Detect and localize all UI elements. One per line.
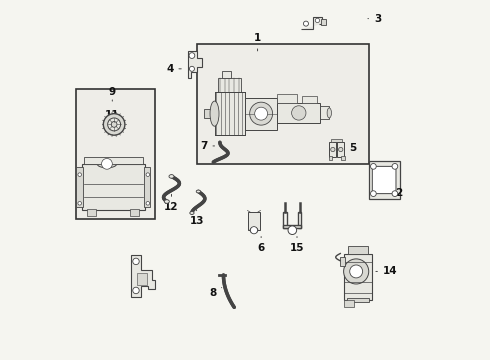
Bar	[137, 273, 147, 285]
Text: 6: 6	[258, 237, 265, 253]
Circle shape	[250, 226, 258, 234]
Text: 15: 15	[290, 237, 304, 253]
Circle shape	[108, 118, 121, 131]
Circle shape	[78, 202, 81, 205]
Text: 14: 14	[376, 266, 397, 276]
Bar	[277, 103, 320, 123]
Text: 5: 5	[343, 143, 356, 153]
Bar	[347, 298, 368, 302]
Circle shape	[78, 173, 81, 176]
Circle shape	[250, 102, 272, 125]
Circle shape	[146, 173, 149, 176]
Bar	[329, 142, 337, 157]
FancyBboxPatch shape	[369, 161, 399, 199]
Bar	[215, 92, 245, 135]
Bar	[320, 107, 329, 119]
Bar	[144, 167, 150, 207]
Bar	[84, 157, 143, 164]
Bar	[196, 44, 368, 164]
Bar	[343, 253, 372, 300]
Circle shape	[255, 107, 268, 120]
Bar	[329, 156, 332, 160]
Circle shape	[303, 21, 309, 26]
Bar	[340, 257, 345, 266]
Circle shape	[288, 226, 296, 234]
Bar	[348, 246, 368, 253]
Text: 11: 11	[105, 111, 120, 126]
Ellipse shape	[169, 175, 174, 178]
Text: 8: 8	[209, 288, 221, 298]
Bar	[247, 212, 260, 230]
Circle shape	[331, 147, 335, 152]
Bar	[342, 156, 345, 160]
Bar	[343, 300, 354, 307]
Polygon shape	[300, 17, 322, 29]
Text: 12: 12	[164, 194, 179, 212]
Ellipse shape	[164, 200, 170, 203]
Bar	[302, 96, 317, 103]
Circle shape	[101, 158, 112, 169]
Bar	[298, 212, 301, 228]
FancyBboxPatch shape	[372, 166, 396, 194]
Ellipse shape	[292, 106, 306, 120]
Circle shape	[370, 163, 376, 169]
Text: 7: 7	[200, 141, 215, 151]
Bar	[283, 212, 287, 228]
Bar	[76, 167, 83, 207]
Circle shape	[146, 202, 149, 205]
Ellipse shape	[190, 212, 194, 215]
Polygon shape	[131, 255, 155, 297]
Bar	[277, 94, 297, 103]
Circle shape	[111, 122, 117, 127]
Circle shape	[189, 53, 195, 58]
Circle shape	[370, 191, 376, 197]
Bar	[331, 139, 342, 142]
Text: 10: 10	[136, 274, 150, 284]
Text: 3: 3	[368, 14, 381, 24]
Bar	[130, 210, 139, 216]
Bar	[87, 210, 96, 216]
Ellipse shape	[327, 108, 331, 118]
Bar	[221, 71, 231, 78]
Circle shape	[133, 258, 139, 265]
Circle shape	[392, 191, 398, 197]
Circle shape	[392, 163, 398, 169]
Circle shape	[190, 66, 195, 71]
Bar	[337, 142, 344, 157]
Text: 9: 9	[109, 87, 116, 101]
Bar	[283, 225, 301, 228]
Circle shape	[350, 265, 363, 278]
Circle shape	[103, 114, 125, 135]
Bar	[204, 109, 215, 118]
Ellipse shape	[210, 101, 219, 126]
Text: 4: 4	[166, 64, 181, 74]
Bar	[218, 78, 242, 92]
Ellipse shape	[196, 190, 200, 193]
Text: 1: 1	[254, 33, 261, 51]
Circle shape	[339, 147, 343, 152]
Circle shape	[133, 287, 139, 294]
Circle shape	[343, 259, 368, 284]
Bar	[82, 164, 145, 211]
Ellipse shape	[97, 160, 117, 168]
Bar	[76, 89, 155, 220]
Ellipse shape	[250, 227, 258, 233]
Circle shape	[315, 18, 319, 23]
Text: 2: 2	[389, 188, 403, 198]
Text: 13: 13	[189, 210, 204, 226]
Bar	[245, 98, 277, 130]
Polygon shape	[188, 51, 202, 78]
Bar	[321, 19, 326, 25]
